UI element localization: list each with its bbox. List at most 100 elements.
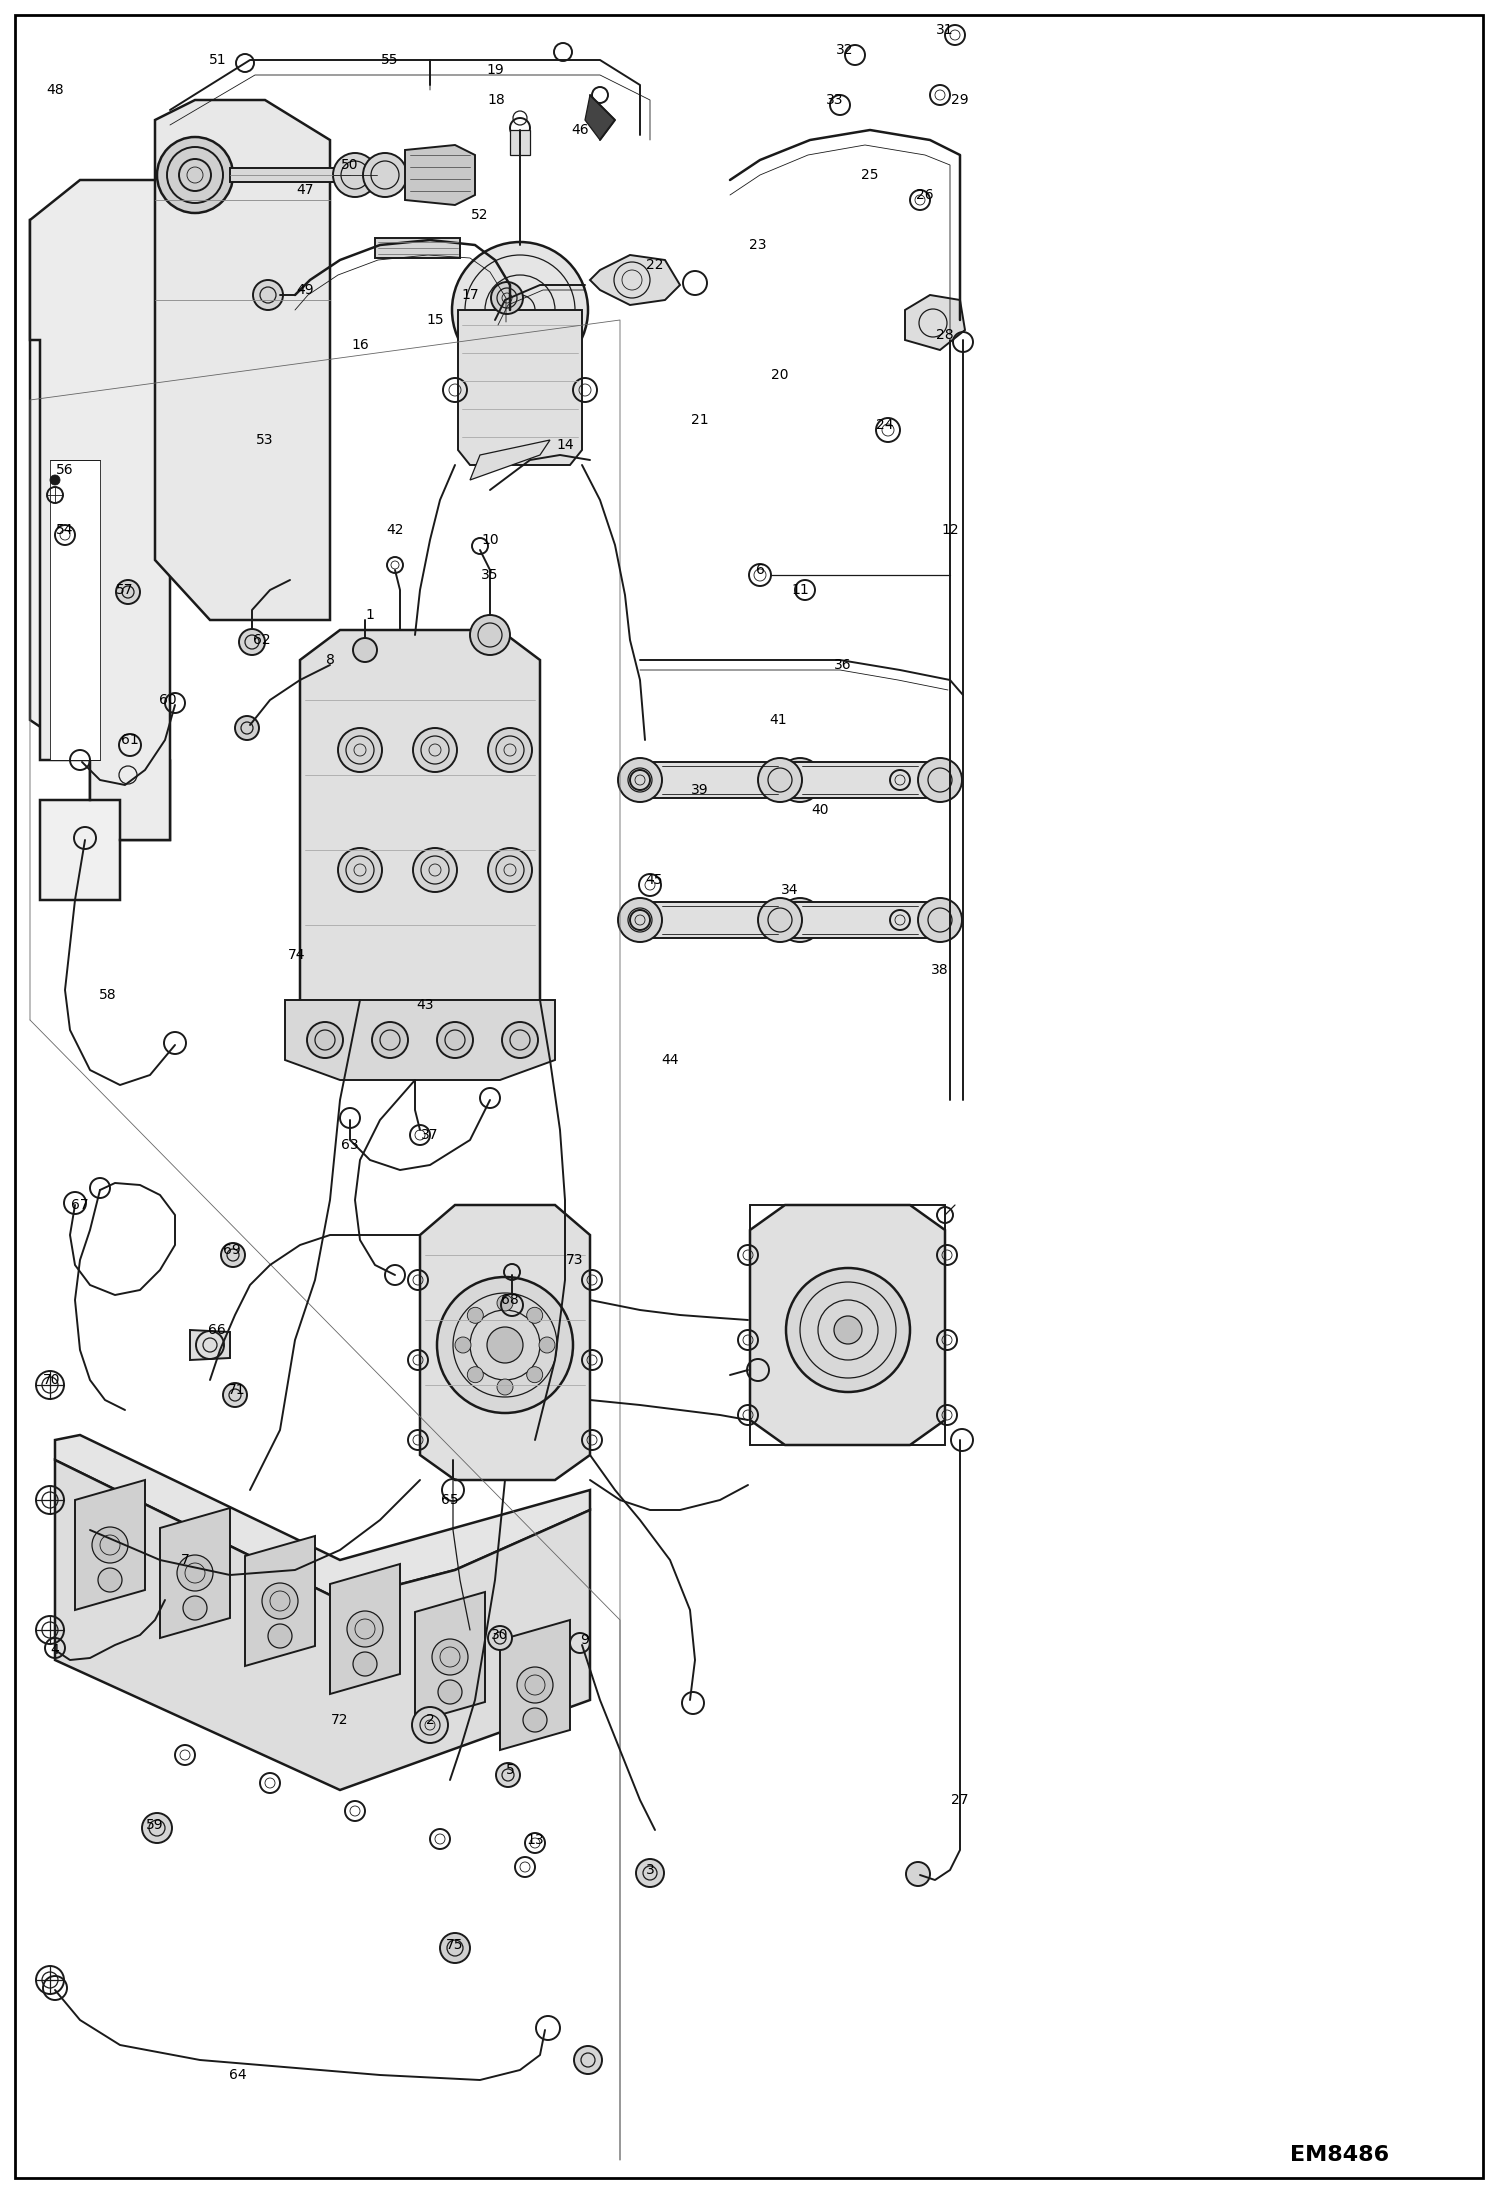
Circle shape [372,1022,407,1057]
Circle shape [339,728,382,772]
Polygon shape [246,1535,315,1667]
Text: 37: 37 [421,1127,439,1143]
Text: 56: 56 [57,463,73,478]
Circle shape [488,728,532,772]
Text: 31: 31 [936,22,954,37]
Circle shape [253,281,283,309]
Circle shape [413,849,457,893]
Text: 45: 45 [646,873,662,886]
Text: 9: 9 [581,1634,589,1647]
Circle shape [786,1268,909,1393]
Circle shape [354,638,377,662]
Circle shape [497,1296,512,1311]
Text: 69: 69 [223,1243,241,1257]
Circle shape [527,1307,542,1322]
Polygon shape [374,239,460,259]
Polygon shape [55,1461,590,1789]
Text: 35: 35 [481,568,499,581]
Polygon shape [330,1564,400,1693]
Polygon shape [470,441,550,480]
Circle shape [262,1583,298,1618]
Text: 58: 58 [99,989,117,1002]
Circle shape [452,241,589,377]
Text: 52: 52 [472,208,488,221]
Polygon shape [590,254,680,305]
Text: 16: 16 [351,338,369,353]
Text: 26: 26 [917,189,933,202]
Circle shape [517,1667,553,1704]
Polygon shape [154,101,330,621]
Circle shape [523,1708,547,1732]
Text: 30: 30 [491,1627,509,1643]
Text: 15: 15 [427,314,443,327]
Circle shape [222,1243,246,1268]
Circle shape [142,1814,172,1842]
Circle shape [437,1276,574,1412]
Circle shape [758,759,801,803]
Text: 59: 59 [147,1818,163,1831]
Text: 68: 68 [502,1294,518,1307]
Circle shape [235,715,259,739]
Text: 61: 61 [121,732,139,748]
Circle shape [619,897,662,943]
Circle shape [49,476,60,485]
Text: 64: 64 [229,2068,247,2081]
Text: 43: 43 [416,998,434,1011]
Circle shape [488,849,532,893]
Polygon shape [586,94,616,140]
Text: 21: 21 [691,412,709,428]
Text: 5: 5 [506,1763,514,1776]
Circle shape [223,1384,247,1408]
Text: 48: 48 [46,83,64,96]
Text: 38: 38 [932,963,948,978]
Text: 36: 36 [834,658,852,671]
Text: 71: 71 [228,1384,246,1397]
Circle shape [348,1612,383,1647]
Text: 62: 62 [253,634,271,647]
Text: 11: 11 [791,583,809,596]
Text: 18: 18 [487,92,505,107]
Circle shape [91,1526,127,1564]
Polygon shape [404,145,475,204]
Polygon shape [458,309,583,465]
Circle shape [431,1638,467,1675]
Circle shape [496,1763,520,1787]
Text: 53: 53 [256,432,274,447]
Circle shape [491,283,523,314]
Text: 54: 54 [57,522,73,537]
Text: 66: 66 [208,1322,226,1338]
Circle shape [467,1366,484,1384]
Circle shape [619,759,662,803]
Circle shape [97,1568,121,1592]
Circle shape [455,1338,470,1353]
Circle shape [488,1625,512,1649]
Text: 75: 75 [446,1939,464,1952]
Text: 1: 1 [366,607,374,623]
Polygon shape [285,1000,554,1079]
Polygon shape [750,1204,945,1445]
Text: 44: 44 [661,1053,679,1068]
Polygon shape [30,180,169,840]
Circle shape [467,1307,484,1322]
Text: 42: 42 [386,522,404,537]
Text: 60: 60 [159,693,177,706]
Circle shape [183,1597,207,1621]
Polygon shape [419,1204,590,1480]
Text: 33: 33 [827,92,843,107]
Circle shape [918,897,962,943]
Text: 7: 7 [181,1553,189,1568]
Text: 73: 73 [566,1252,584,1268]
Text: 23: 23 [749,239,767,252]
Polygon shape [905,296,965,351]
Bar [509,129,530,156]
Text: 27: 27 [951,1794,969,1807]
Circle shape [758,897,801,943]
Circle shape [440,1932,470,1963]
Polygon shape [640,901,800,939]
Circle shape [539,1338,554,1353]
Polygon shape [300,629,539,1031]
Circle shape [834,1316,861,1344]
Circle shape [637,1860,664,1886]
Text: 41: 41 [768,713,786,728]
Text: 63: 63 [342,1138,360,1151]
